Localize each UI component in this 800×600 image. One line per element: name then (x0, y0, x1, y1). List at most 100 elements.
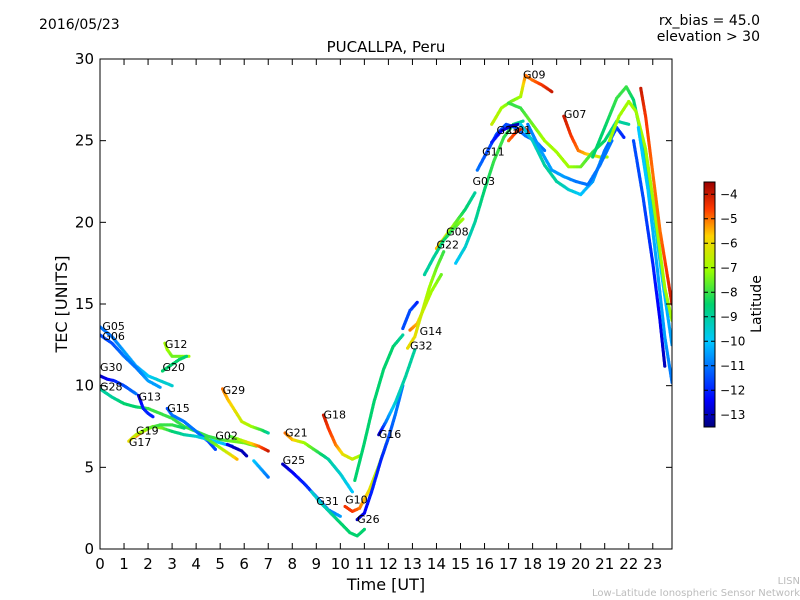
data-point (245, 454, 249, 458)
x-tick-label: 23 (643, 555, 662, 573)
series-g29 (221, 387, 270, 435)
y-tick-label: 30 (75, 50, 94, 68)
series-g20 (160, 354, 189, 373)
x-tick-label: 20 (571, 555, 590, 573)
series-label: G20 (162, 361, 185, 374)
rx-bias-text: rx_bias = 45.0 (658, 13, 760, 29)
series-gred (639, 86, 672, 306)
series-label: G29 (223, 384, 246, 397)
series-g05 (100, 325, 174, 388)
data-point (521, 119, 525, 123)
data-point (362, 527, 366, 532)
data-point (439, 273, 443, 277)
data-point (266, 431, 270, 435)
series-label: G09 (523, 69, 546, 82)
series-g12b (401, 300, 419, 331)
colorbar-ticks: −4 −5 −6 −7 −8 −9 −10 −11 −12 −13 (704, 187, 745, 422)
series-g16 (377, 348, 417, 437)
series-label: G32 (410, 340, 433, 353)
x-tick-label: 6 (239, 555, 249, 573)
series-label: G23 (497, 124, 520, 137)
series-g02 (204, 436, 239, 461)
data-point (543, 148, 547, 153)
series-label: G06 (102, 330, 125, 343)
series-g18 (321, 413, 362, 461)
x-tick-label: 17 (499, 555, 518, 573)
series-g06 (100, 333, 162, 389)
data-point (401, 333, 405, 337)
data-point (350, 490, 354, 494)
data-point (187, 354, 191, 358)
plot-frame (99, 58, 673, 550)
x-tick-label: 14 (427, 555, 446, 573)
series-label: G26 (357, 513, 380, 526)
series-label: G19 (136, 425, 159, 438)
colorbar-tick-label: −13 (720, 408, 745, 422)
data-point (151, 415, 155, 419)
x-tick-label: 22 (619, 555, 638, 573)
x-tick-label: 11 (355, 555, 374, 573)
data-point (170, 384, 174, 388)
x-tick-label: 18 (523, 555, 542, 573)
series-label: G08 (446, 225, 469, 238)
series-label: G31 (316, 495, 339, 508)
series-label: G18 (324, 408, 347, 421)
series-label: G22 (436, 238, 459, 251)
y-tick-label: 0 (84, 540, 94, 558)
colorbar (703, 181, 716, 428)
y-tick-label: 15 (75, 295, 94, 313)
series-label: G16 (379, 428, 402, 441)
elevation-text: elevation > 30 (656, 29, 760, 45)
data-point (266, 449, 270, 453)
y-ticks: 0 5 10 15 20 25 30 (75, 50, 672, 558)
series-g31 (309, 490, 366, 538)
series-g13 (136, 393, 155, 419)
series-gpeak2 (607, 99, 672, 322)
series-label: G25 (283, 454, 306, 467)
series-label: G11 (482, 145, 505, 158)
colorbar-tick-label: −8 (720, 285, 738, 299)
x-tick-label: 21 (595, 555, 614, 573)
y-tick-label: 25 (75, 132, 94, 150)
data-point (235, 457, 239, 461)
series-g08b (252, 459, 270, 479)
x-ticks: 0 1 2 3 4 5 6 7 8 9 10 11 12 13 14 15 16 17 18 19 20 21 22 23 (95, 59, 662, 573)
y-axis-label: TEC [UNITS] (52, 256, 71, 354)
series-g32 (406, 250, 446, 350)
data-point (622, 135, 626, 139)
x-tick-label: 8 (287, 555, 297, 573)
series-g26 (355, 384, 405, 522)
colorbar-tick-label: −10 (720, 334, 745, 348)
y-tick-label: 20 (75, 213, 94, 231)
date-text: 2016/05/23 (39, 17, 120, 33)
x-tick-label: 2 (143, 555, 153, 573)
data-point (442, 250, 446, 254)
data-point (213, 447, 217, 451)
series-g23 (490, 122, 520, 144)
x-tick-label: 0 (95, 555, 105, 573)
data-point (266, 475, 270, 479)
series-g28 (100, 387, 258, 448)
series-grise1 (353, 333, 405, 482)
colorbar-tick-label: −4 (720, 187, 738, 201)
data-point (184, 354, 189, 358)
y-tick-label: 5 (84, 458, 94, 476)
colorbar-tick-label: −11 (720, 359, 745, 373)
colorbar-tick-label: −12 (720, 383, 745, 397)
series-g09 (490, 73, 554, 126)
series-label: G15 (167, 402, 190, 415)
data-point (338, 514, 342, 518)
series-g17 (127, 423, 186, 443)
credit-lisn: LISN (777, 576, 800, 587)
series-g03 (454, 119, 525, 265)
data-point (461, 217, 465, 221)
series-g21 (283, 431, 354, 494)
y-tick-label: 10 (75, 377, 94, 395)
series-gcyan (526, 122, 614, 187)
series-g08 (422, 217, 465, 277)
series-g30 (100, 374, 138, 396)
chart-title: PUCALLPA, Peru (327, 38, 446, 56)
data-point (627, 122, 631, 126)
series-label: G12 (165, 338, 188, 351)
series-layer (100, 73, 672, 538)
